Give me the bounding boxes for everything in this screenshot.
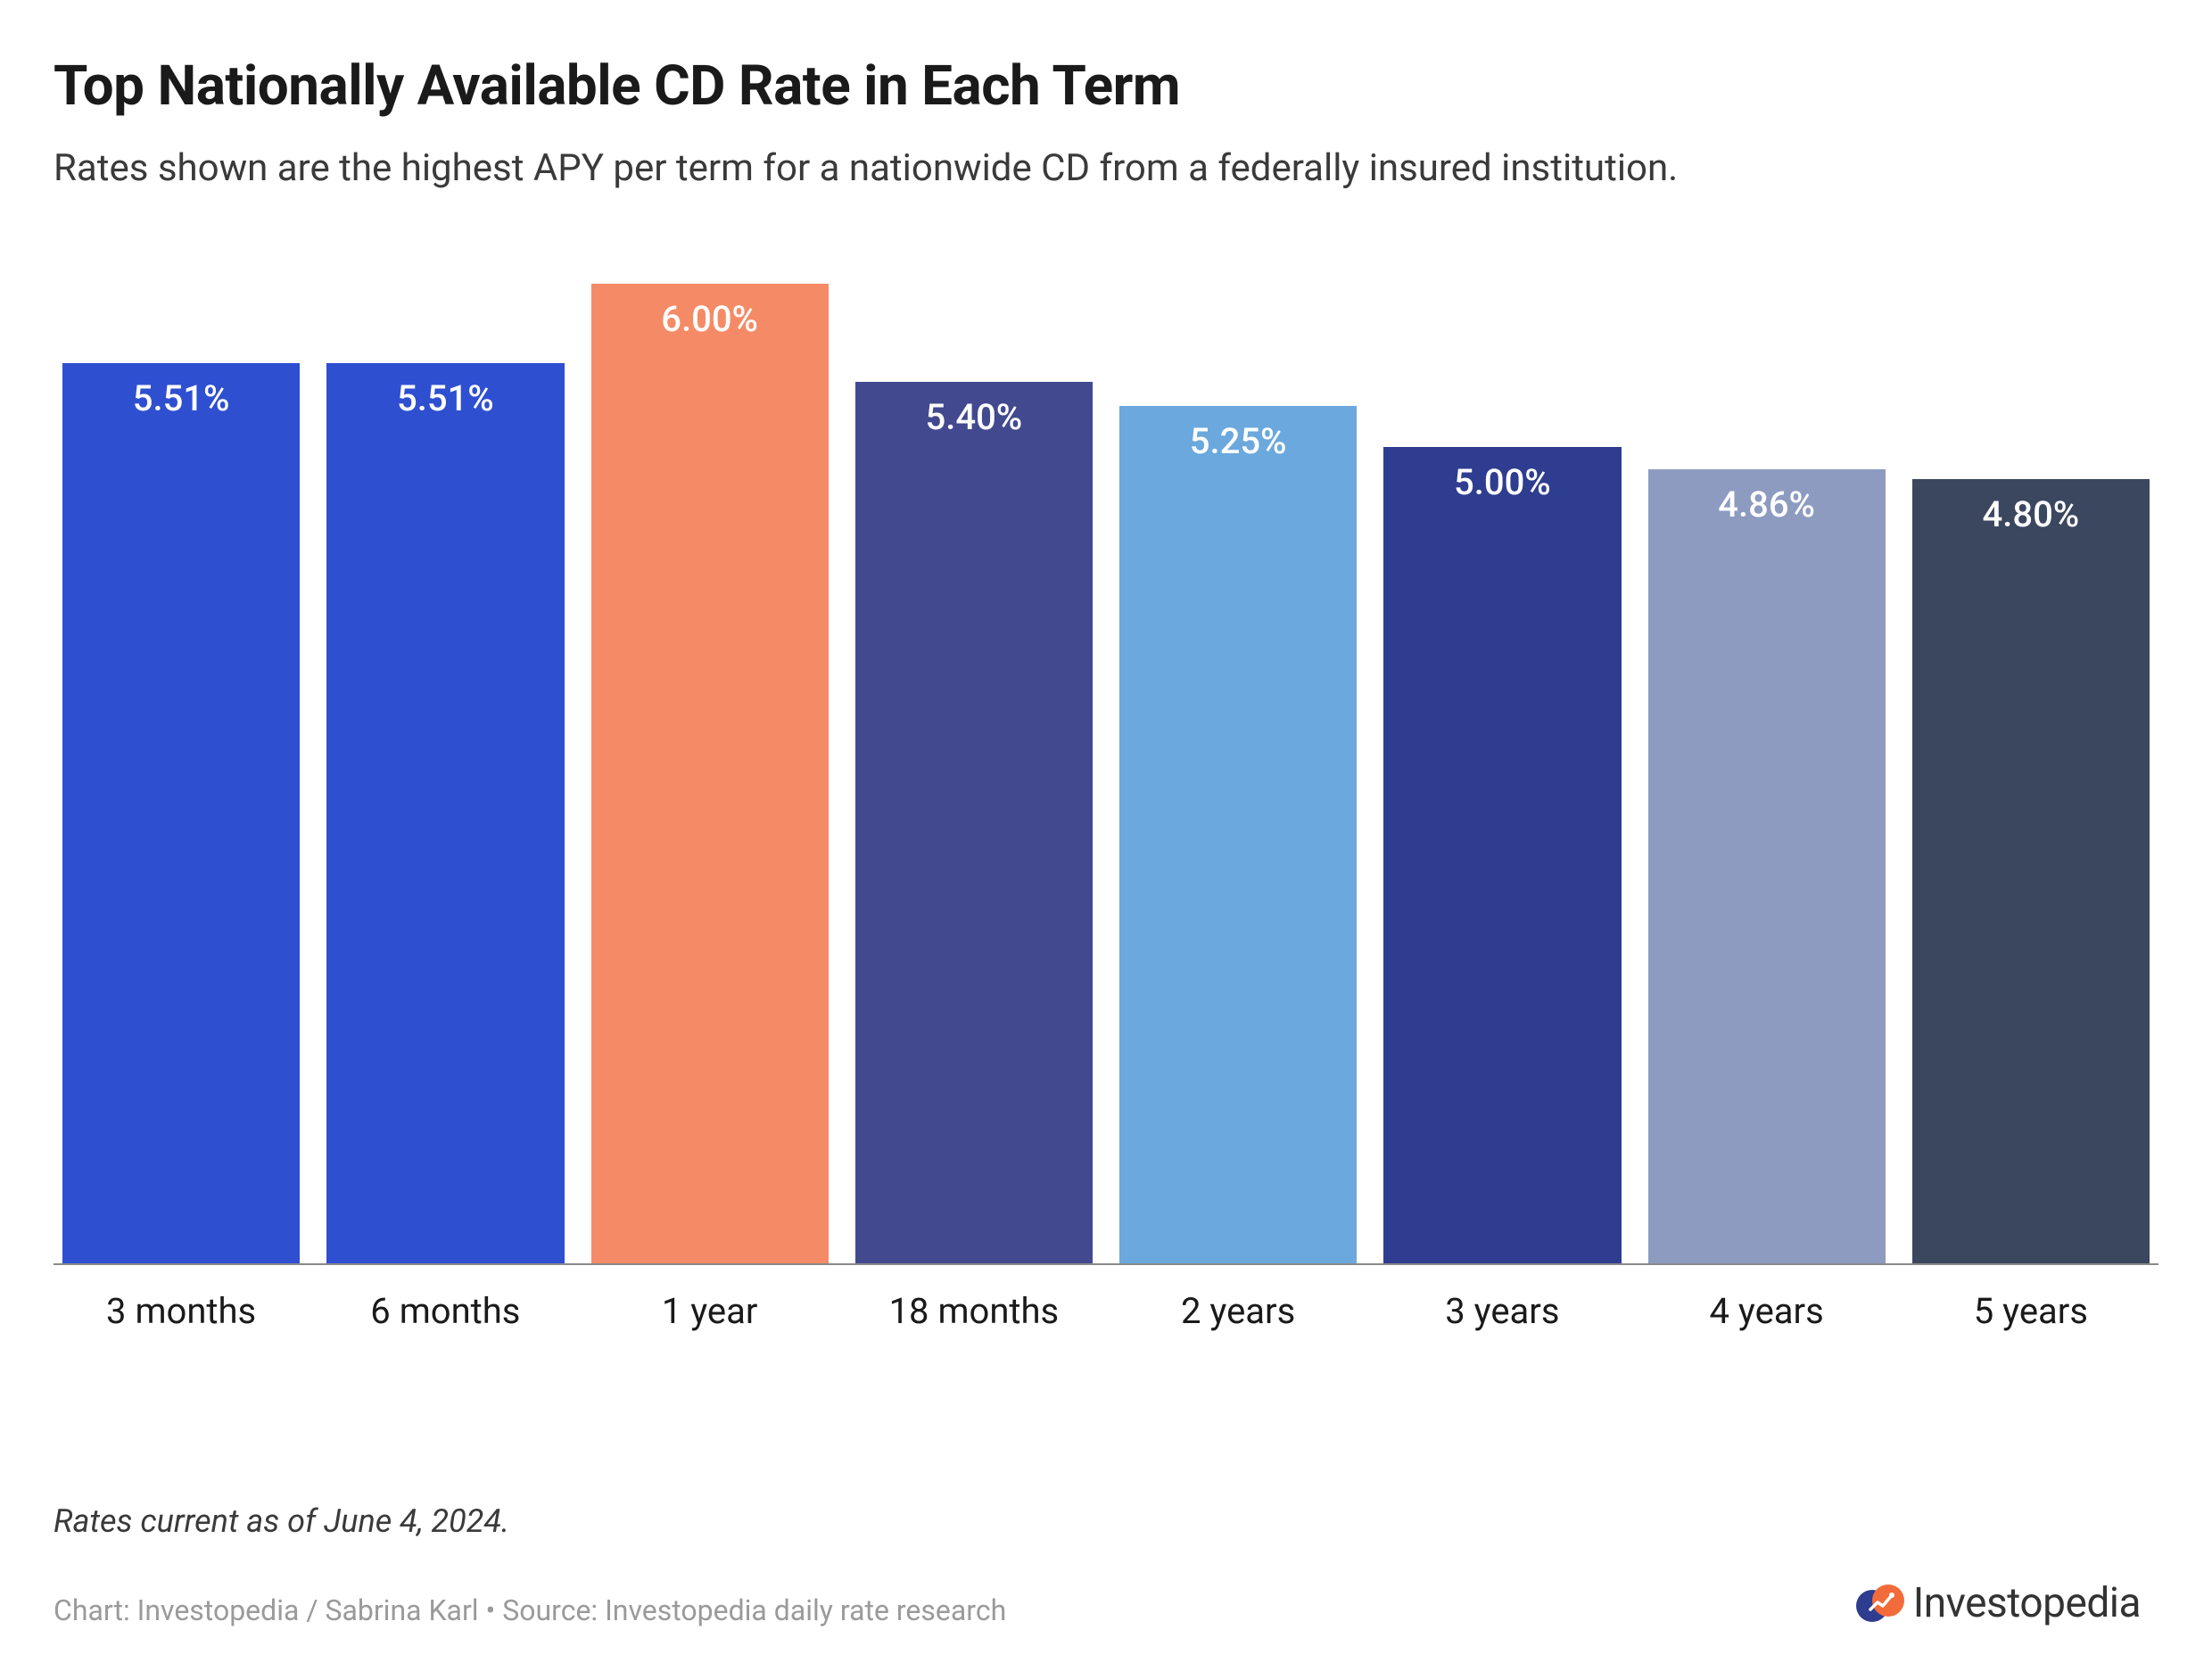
bar-value-label: 5.00% bbox=[1454, 461, 1551, 503]
chart-title: Top Nationally Available CD Rate in Each… bbox=[54, 54, 2158, 119]
chart-area: 5.51% 5.51% 6.00% 5.40% 5.25% 5.00% 4.86% 4.80%… bbox=[54, 284, 2158, 1422]
bar-column: 4.80% bbox=[1912, 284, 2150, 1263]
x-axis-label: 2 years bbox=[1119, 1290, 1357, 1332]
chart-footer: Chart: Investopedia / Sabrina Karl • Sou… bbox=[54, 1579, 2158, 1627]
x-axis-label: 18 months bbox=[855, 1290, 1093, 1332]
x-axis-labels: 3 months 6 months 1 year 18 months 2 years 3 … bbox=[54, 1265, 2158, 1332]
bar-value-label: 5.40% bbox=[925, 396, 1022, 438]
bar-value-label: 5.51% bbox=[133, 377, 230, 419]
bar-value-label: 5.51% bbox=[397, 377, 494, 419]
bar-column: 5.40% bbox=[855, 284, 1093, 1263]
bar-column: 5.51% bbox=[326, 284, 564, 1263]
x-axis-label: 3 months bbox=[62, 1290, 300, 1332]
bar: 5.40% bbox=[855, 382, 1093, 1263]
bar: 4.80% bbox=[1912, 479, 2150, 1262]
brand-name: Investopedia bbox=[1913, 1579, 2141, 1627]
brand-icon bbox=[1856, 1579, 1904, 1627]
chart-footnote: Rates current as of June 4, 2024. bbox=[54, 1502, 2158, 1540]
x-axis-label: 5 years bbox=[1912, 1290, 2150, 1332]
bar-column: 5.51% bbox=[62, 284, 300, 1263]
x-axis-label: 4 years bbox=[1648, 1290, 1886, 1332]
bar: 5.00% bbox=[1383, 447, 1621, 1263]
bar: 4.86% bbox=[1648, 469, 1886, 1262]
bar-value-label: 6.00% bbox=[661, 298, 758, 340]
bar-column: 5.25% bbox=[1119, 284, 1357, 1263]
bar-value-label: 4.86% bbox=[1718, 484, 1815, 525]
bars-container: 5.51% 5.51% 6.00% 5.40% 5.25% 5.00% 4.86% 4.80% bbox=[54, 284, 2158, 1265]
bar: 5.25% bbox=[1119, 406, 1357, 1263]
chart-subtitle: Rates shown are the highest APY per term… bbox=[54, 144, 2158, 194]
chart-credit: Chart: Investopedia / Sabrina Karl • Sou… bbox=[54, 1593, 1006, 1627]
x-axis-label: 6 months bbox=[326, 1290, 564, 1332]
bar: 6.00% bbox=[591, 284, 829, 1263]
x-axis-label: 1 year bbox=[591, 1290, 829, 1332]
bar-column: 4.86% bbox=[1648, 284, 1886, 1263]
bar-column: 5.00% bbox=[1383, 284, 1621, 1263]
x-axis-label: 3 years bbox=[1383, 1290, 1621, 1332]
bar-column: 6.00% bbox=[591, 284, 829, 1263]
brand-logo: Investopedia bbox=[1856, 1579, 2141, 1627]
bar: 5.51% bbox=[62, 363, 300, 1262]
bar-value-label: 4.80% bbox=[1982, 493, 2079, 535]
bar-value-label: 5.25% bbox=[1190, 420, 1287, 462]
bar: 5.51% bbox=[326, 363, 564, 1262]
